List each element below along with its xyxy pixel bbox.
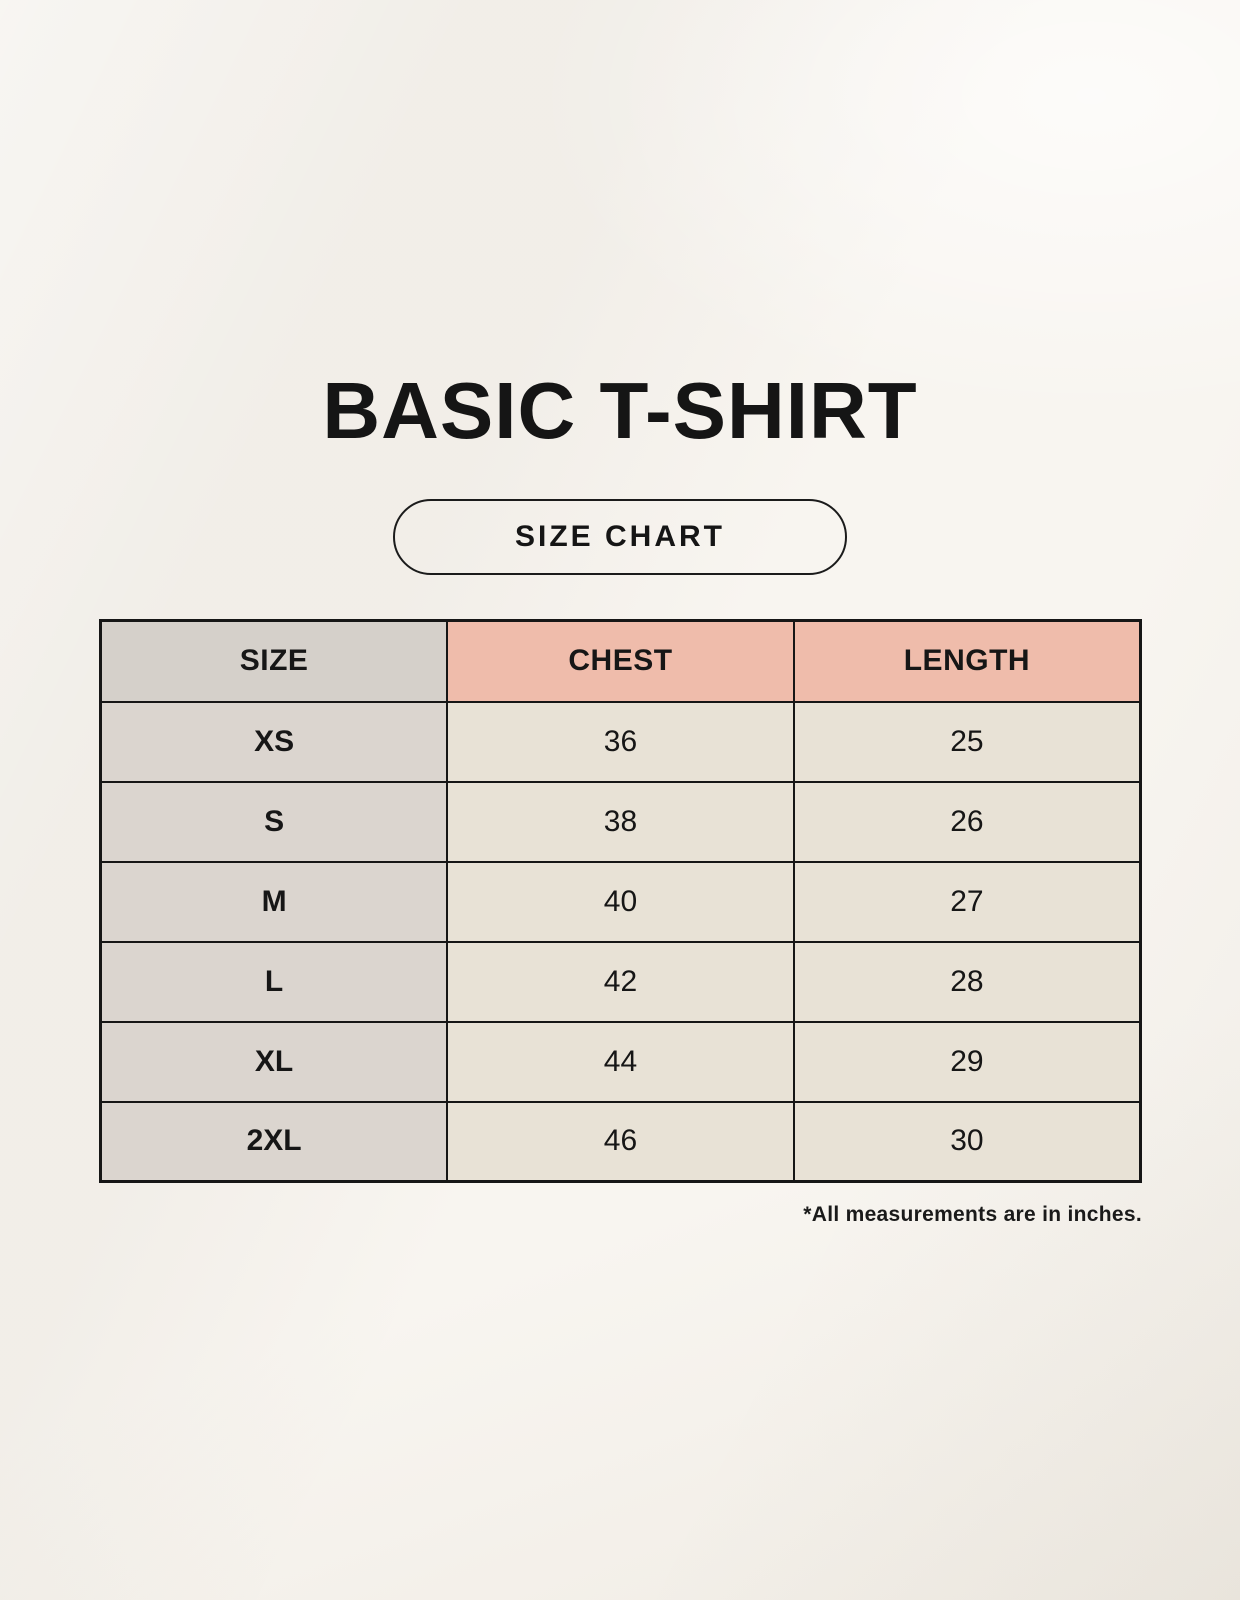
chest-cell: 38 xyxy=(446,780,795,863)
measurement-unit-note: *All measurements are in inches. xyxy=(803,1203,1142,1226)
chest-cell: 42 xyxy=(446,940,795,1023)
table-row: XS 36 25 xyxy=(99,700,1142,783)
length-cell: 26 xyxy=(792,780,1142,863)
chest-cell: 40 xyxy=(446,860,795,943)
chest-cell: 46 xyxy=(446,1100,795,1183)
length-cell: 28 xyxy=(792,940,1142,1023)
table-row: S 38 26 xyxy=(99,780,1142,863)
table-row: 2XL 46 30 xyxy=(99,1100,1142,1183)
size-cell: M xyxy=(99,860,449,943)
size-cell: S xyxy=(99,780,449,863)
size-cell: 2XL xyxy=(99,1100,449,1183)
page-title: BASIC T-SHIRT xyxy=(322,366,918,455)
table-row: XL 44 29 xyxy=(99,1020,1142,1103)
chest-cell: 36 xyxy=(446,700,795,783)
table-header-row: SIZE CHEST LENGTH xyxy=(99,619,1142,703)
length-cell: 27 xyxy=(792,860,1142,943)
length-cell: 25 xyxy=(792,700,1142,783)
table-row: M 40 27 xyxy=(99,860,1142,943)
size-chart-button[interactable]: SIZE CHART xyxy=(393,499,847,575)
table-row: L 42 28 xyxy=(99,940,1142,1023)
length-cell: 30 xyxy=(792,1100,1142,1183)
size-cell: XS xyxy=(99,700,449,783)
chest-cell: 44 xyxy=(446,1020,795,1103)
length-cell: 29 xyxy=(792,1020,1142,1103)
size-chart-table-container: SIZE CHEST LENGTH XS 36 25 S 38 26 M xyxy=(99,619,1142,1183)
size-chart-table: SIZE CHEST LENGTH XS 36 25 S 38 26 M xyxy=(99,619,1142,1183)
column-header-length: LENGTH xyxy=(792,619,1142,703)
column-header-size: SIZE xyxy=(99,619,449,703)
size-cell: L xyxy=(99,940,449,1023)
size-cell: XL xyxy=(99,1020,449,1103)
column-header-chest: CHEST xyxy=(446,619,795,703)
